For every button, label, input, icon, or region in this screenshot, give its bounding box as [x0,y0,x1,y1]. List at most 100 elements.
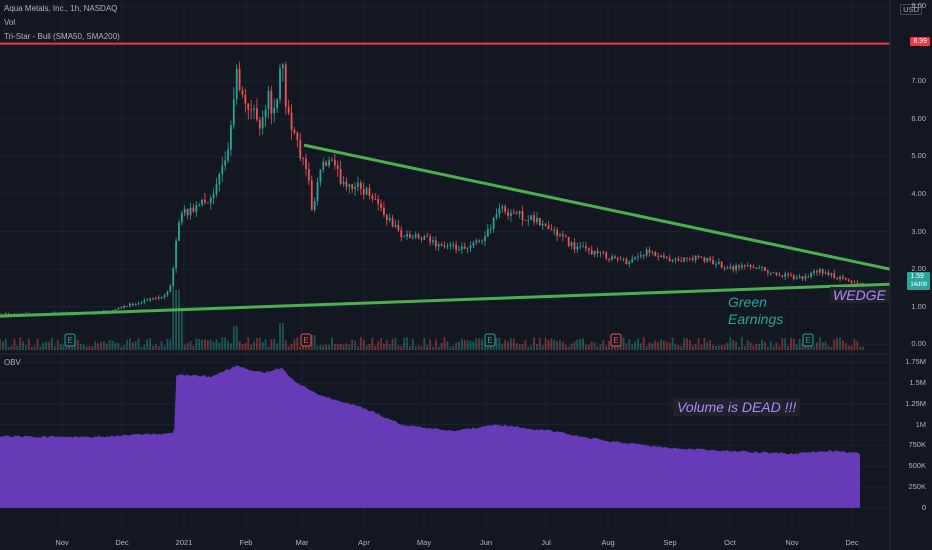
volume-bar [22,341,24,350]
volume-bar [377,341,380,350]
candle-body [755,267,758,269]
earnings-marker[interactable]: E [300,333,312,347]
candle-body [178,222,180,241]
currency-label[interactable]: USD [900,4,922,15]
volume-bar [689,340,691,350]
volume-bar [830,346,833,350]
candle-body [313,201,316,210]
candle-body [801,276,804,279]
candle-body [429,236,432,243]
candle-body [674,258,677,260]
wedge-annotation[interactable]: WEDGE [830,287,889,303]
volume-bar [100,341,102,350]
volume-bar [383,343,385,350]
candle-body [700,257,703,258]
candle-body [484,236,486,242]
candle-body [310,180,313,210]
candle-body [258,119,261,129]
candle-body [189,207,192,216]
volume-bar [839,337,841,350]
obv-tick-label: 1.75M [905,357,926,367]
volume-bar [198,339,201,350]
candle-body [302,158,304,160]
volume-bar [331,337,333,350]
volume-bar [25,344,27,350]
volume-bar [746,340,749,350]
volume-bar [512,338,515,350]
symbol-title[interactable]: Aqua Metals, Inc., 1h, NASDAQ [4,4,118,13]
volume-bar [0,339,1,350]
volume-bar [143,344,146,350]
earnings-annotation[interactable]: Green Earnings [728,294,784,328]
candle-body [380,203,382,208]
volume-bar [634,341,636,350]
volume-bar [406,337,408,350]
volume-bar [336,344,339,350]
volume-bar [108,340,111,350]
candle-body [287,107,290,113]
candle-body [665,257,668,259]
time-tick-label: Feb [239,538,253,547]
candle-body [391,218,394,227]
candle-body [206,202,209,204]
earnings-marker[interactable]: E [64,333,76,347]
candle-body [247,103,250,110]
earnings-marker[interactable]: E [610,333,622,347]
earnings-marker[interactable]: E [802,333,814,347]
volume-bar [51,338,53,350]
indicator-legend[interactable]: Tri-Star - Bull (SMA50, SMA200) [4,32,120,41]
candle-body [530,215,533,220]
volume-bar [394,338,397,350]
volume-bar [215,339,218,350]
candle-body [790,275,792,276]
volume-annotation[interactable]: Volume is DEAD !!! [673,398,801,416]
volume-bar [469,340,472,350]
volume-bar [74,341,76,350]
candle-body [394,225,397,227]
candle-body [374,198,377,200]
volume-bar [423,337,426,350]
candle-body [154,297,157,299]
volume-bar [209,339,212,350]
volume-bar [665,341,668,350]
volume-bar [680,346,683,350]
candle-body [371,195,374,199]
candle-body [163,295,166,298]
volume-bar [85,346,88,350]
candle-body [322,161,325,170]
volume-bar [149,337,152,350]
candle-body [792,275,795,279]
volume-bar [818,337,821,350]
time-tick-label: 2021 [175,538,193,547]
volume-bar [824,341,827,350]
earnings-marker[interactable]: E [484,333,496,347]
obv-tick-label: 1M [915,419,926,429]
candle-body [305,158,307,170]
candle-body [683,257,686,262]
candle-body [856,282,859,284]
candle-body [111,310,114,311]
candle-body [579,246,582,248]
candle-body [735,265,737,270]
volume-bar [862,346,865,350]
volume-bar [339,343,342,350]
candle-body [570,242,573,247]
volume-bar [354,340,356,350]
volume-bar [409,346,411,350]
candle-body [333,159,336,166]
candle-body [120,307,123,309]
volume-legend[interactable]: Vol [4,18,16,27]
candle-body [585,246,587,249]
volume-bar [137,338,140,350]
candle-body [224,160,227,166]
volume-bar [371,337,374,350]
volume-bar [567,346,570,350]
candle-body [602,252,605,254]
obv-legend[interactable]: OBV [4,358,21,367]
volume-bar [88,346,91,350]
candle-body [590,250,593,255]
volume-bar [446,341,449,350]
candle-body [290,112,293,130]
